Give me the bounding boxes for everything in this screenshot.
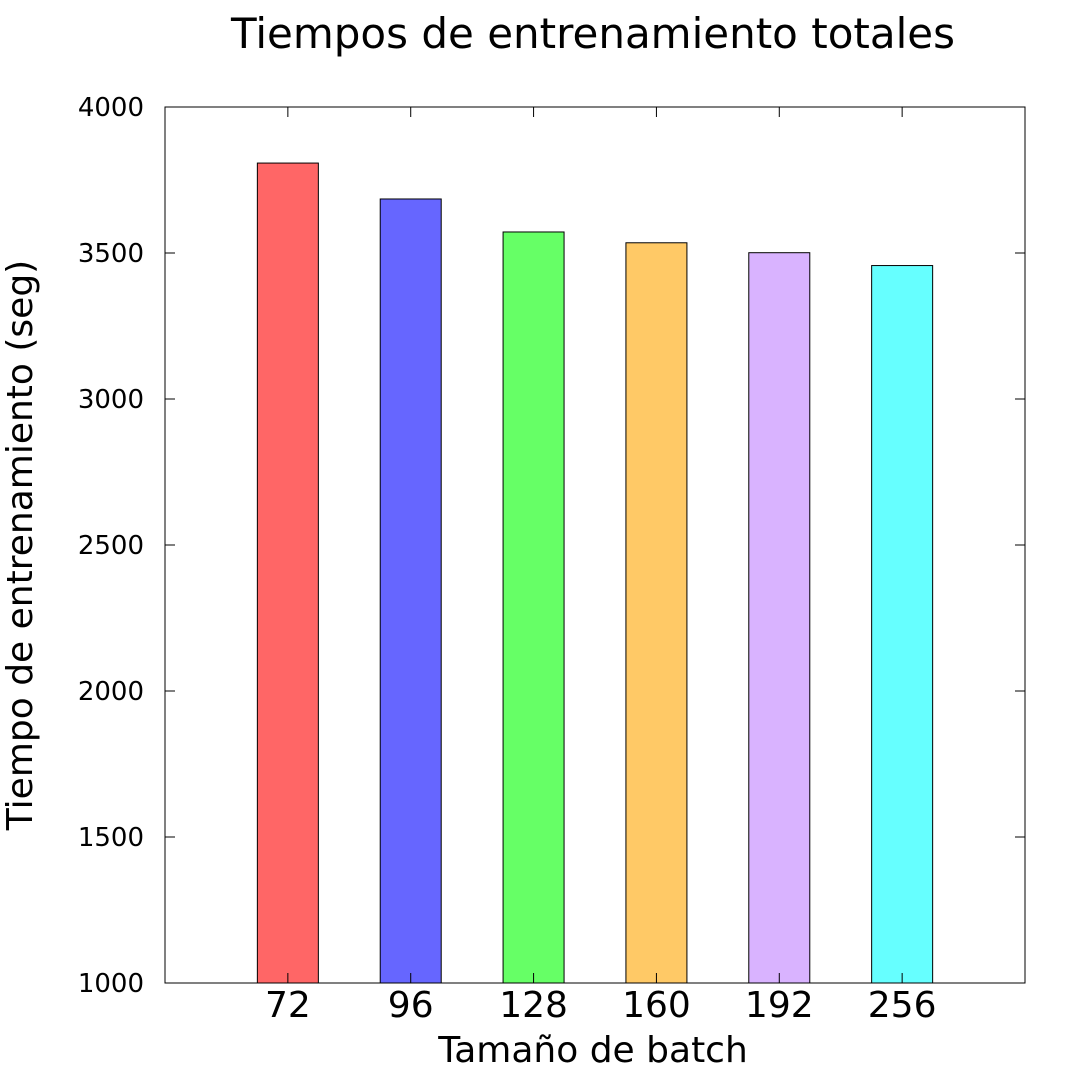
bar-256 bbox=[871, 265, 934, 984]
y-tick-label-1500: 1500 bbox=[78, 823, 144, 853]
y-tick-label-3500: 3500 bbox=[78, 239, 144, 269]
x-tick-label-72: 72 bbox=[265, 985, 311, 1026]
bar-160 bbox=[625, 242, 688, 984]
y-tick-label-2500: 2500 bbox=[78, 531, 144, 561]
x-tick-label-96: 96 bbox=[388, 985, 434, 1026]
y-tick-label-3000: 3000 bbox=[78, 385, 144, 415]
plot-area: 1000 1500 2000 2500 3000 3500 4000 72 96 128 160 19… bbox=[78, 93, 1026, 1026]
x-tick-label-256: 256 bbox=[868, 985, 937, 1026]
x-tick-label-160: 160 bbox=[622, 985, 691, 1026]
x-tick-label-128: 128 bbox=[499, 985, 568, 1026]
y-tick-label-1000: 1000 bbox=[78, 969, 144, 999]
y-tick-label-2000: 2000 bbox=[78, 677, 144, 707]
chart-title: Tiempos de entrenamiento totales bbox=[230, 9, 955, 58]
x-axis-label: Tamaño de batch bbox=[437, 1030, 748, 1071]
y-tick-label-4000: 4000 bbox=[78, 93, 144, 123]
bar-96 bbox=[379, 198, 442, 984]
bar-192 bbox=[748, 252, 811, 984]
x-tick-label-192: 192 bbox=[745, 985, 814, 1026]
bar-128 bbox=[502, 231, 565, 984]
y-axis-label: Tiempo de entrenamiento (seg) bbox=[0, 260, 41, 831]
bar-72 bbox=[256, 162, 319, 984]
